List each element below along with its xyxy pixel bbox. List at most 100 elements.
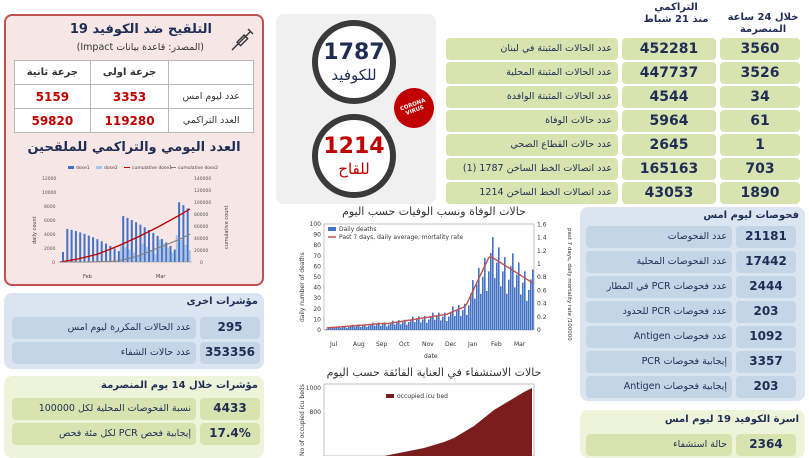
icu-ytick-1000: 1000 (306, 385, 321, 392)
daily-death-bar (430, 316, 432, 330)
stats-row: عدد الحالات المثبتة الوافدة 4544 34 (446, 86, 806, 108)
daily-death-bar (518, 262, 520, 330)
legend-cum2: cumulative dose2 (178, 165, 218, 171)
daily-death-bar (398, 320, 400, 330)
beds-value: 2364 (736, 434, 796, 456)
daily-death-bar (404, 319, 406, 330)
daily-death-bar (434, 319, 436, 330)
dose2-bar (119, 245, 122, 262)
stats-row-daily: 703 (720, 158, 800, 180)
daily-death-bar (428, 319, 430, 330)
dose2-bar (141, 243, 144, 262)
dose2-bar (188, 250, 191, 262)
stats-row: عدد الحالات المثبتة المحلية 447737 3526 (446, 62, 806, 84)
daily-death-bar (412, 316, 414, 330)
legend-daily-deaths: Daily deaths (339, 226, 377, 233)
indicators-14-panel: مؤشرات خلال 14 يوم المنصرمة نسبة الفحوصا… (4, 376, 264, 458)
deaths-month: Feb (491, 341, 502, 348)
vaccine-hotline-number: 1214 (323, 134, 385, 159)
daily-death-bar (424, 316, 426, 330)
daily-death-bar (400, 324, 402, 330)
table-corner (168, 60, 254, 85)
daily-death-bar (466, 315, 468, 330)
dose1-bar (148, 230, 150, 262)
icu-area (384, 388, 532, 456)
vaccination-ylabel-left: daily count (32, 216, 38, 244)
syringe-icon (228, 26, 256, 54)
svg-text:4000: 4000 (44, 232, 56, 238)
stats-row: عدد حالات القطاع الصحي 2645 1 (446, 134, 806, 156)
daily-death-bar (396, 322, 398, 330)
daily-death-bar (376, 324, 378, 330)
daily-death-bar (384, 322, 386, 330)
daily-death-bar (420, 322, 422, 330)
daily-death-bar (380, 325, 382, 330)
daily-death-bar (344, 326, 346, 330)
daily-death-bar (446, 321, 448, 330)
daily-death-bar (506, 293, 508, 330)
daily-death-bar (442, 316, 444, 330)
svg-text:2000: 2000 (44, 246, 56, 252)
other-indicator-value: 295 (200, 317, 260, 339)
stats-row-cumulative: 452281 (622, 38, 716, 60)
dose2-bar (137, 255, 140, 262)
daily-death-bar (460, 315, 462, 330)
daily-death-bar (418, 316, 420, 330)
daily-death-bar (328, 328, 330, 330)
stats-row-daily: 1890 (720, 182, 800, 204)
dose2-bar (162, 243, 165, 262)
daily-death-bar (470, 293, 472, 330)
deaths-month: Sep (376, 341, 388, 348)
dose2-bar (124, 247, 127, 262)
vaccination-title: التلقيح ضد الكوفيد 19 (69, 22, 212, 37)
deaths-ytick: 50 (313, 274, 321, 281)
vaccination-right-axis: 140000 120000 100000 80000 60000 40000 20000 0 (194, 176, 211, 266)
dose1-bar (74, 231, 77, 262)
indicator-14-value: 4433 (200, 398, 260, 420)
legend-cum1: cumulative dose1 (132, 165, 172, 171)
dose1-bar (122, 215, 125, 262)
deaths-ytick-right: 1.2 (537, 248, 547, 255)
dose1-bar (169, 245, 172, 262)
stats-row-label: عدد الحالات المثبتة المحلية (446, 62, 618, 84)
svg-text:12000: 12000 (42, 176, 56, 182)
svg-text:6000: 6000 (44, 218, 56, 224)
daily-death-bar (374, 325, 376, 330)
daily-death-bar (416, 319, 418, 330)
daily-death-bar (386, 326, 388, 330)
daily-death-bar (500, 286, 502, 330)
list-item: عدد فحوصات PCR في المطار 2444 (586, 276, 799, 299)
dose1-bar (156, 235, 159, 262)
deaths-month: Nov (422, 341, 434, 348)
stats-row-daily: 61 (720, 110, 800, 132)
dose1-bar (178, 202, 181, 262)
header-since-label: منذ 21 شباط (643, 14, 709, 25)
stats-row-cumulative: 4544 (622, 86, 716, 108)
icu-legend: occupied icu bed (397, 393, 448, 400)
daily-death-bar (338, 326, 340, 330)
indicator-14-label: نسبة الفحوصات المحلية لكل 100000 (12, 398, 196, 420)
vaccination-legend: dose1 dose2 cumulative dose1 cumulative … (68, 165, 218, 171)
dose1-bar (139, 224, 142, 262)
daily-death-bar (330, 327, 332, 330)
stats-row-label: عدد حالات الوفاة (446, 110, 618, 132)
beds-panel: اسرة الكوفيد 19 ليوم امس حالة استشفاء 23… (580, 410, 805, 458)
svg-text:60000: 60000 (194, 224, 208, 230)
daily-death-bar (452, 306, 454, 330)
stats-row-label: عدد اتصالات الخط الساخن 1787 (1) (446, 158, 618, 180)
daily-death-bar (414, 322, 416, 330)
vaccination-ylabel-right: cumulative count (224, 205, 230, 249)
header-announced-label: المنصرمة (739, 24, 787, 35)
deaths-ytick: 90 (313, 232, 321, 239)
tests-label: إيجابية فحوصات PCR (586, 351, 732, 373)
daily-death-bar (478, 267, 480, 330)
deaths-ytick-right: 0.6 (537, 287, 547, 294)
daily-death-bar (456, 310, 458, 330)
svg-text:100000: 100000 (194, 200, 211, 206)
deaths-ytick: 0 (317, 327, 321, 334)
dose1-bar (117, 251, 120, 262)
tests-value: 2444 (736, 276, 796, 298)
daily-death-bar (342, 327, 344, 330)
deaths-ytick: 40 (313, 285, 321, 292)
cumulative-dose2: 59820 (14, 108, 91, 133)
